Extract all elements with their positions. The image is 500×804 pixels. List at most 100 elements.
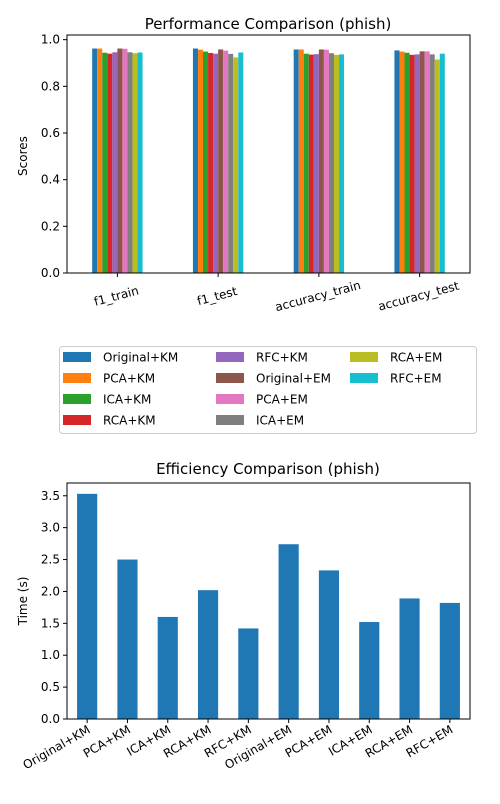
performance-bar [333,54,340,274]
legend-label: PCA+KM [103,372,155,386]
performance-chart-title: Performance Comparison (phish) [145,15,392,33]
performance-bar [238,52,244,273]
efficiency-bar [238,628,259,719]
performance-bar [213,53,219,273]
performance-bar [192,48,198,274]
legend-label: ICA+EM [256,414,304,428]
legend-label: ICA+KM [103,393,151,407]
efficiency-plot-frame [66,482,471,720]
performance-bar [137,52,143,273]
legend-label: Original+KM [103,351,178,365]
performance-bar [298,49,304,273]
efficiency-bar [399,598,420,719]
legend-swatch [216,394,244,404]
legend-swatch [350,352,378,362]
efficiency-xtick-label: RFC+EM [404,722,456,760]
performance-ytick-label: 1.0 [41,33,60,47]
legend-swatch [216,373,244,383]
efficiency-bars [77,493,460,719]
performance-bar [404,52,410,273]
efficiency-ytick-label: 3.5 [41,489,60,503]
performance-bar [439,53,445,273]
performance-bar [303,53,309,273]
efficiency-ytick-label: 2.0 [41,584,60,598]
legend-label: Original+EM [256,372,331,386]
performance-bar [323,49,329,274]
performance-bar [414,54,420,273]
performance-bar [308,54,314,273]
performance-xtick-label: accuracy_train [273,278,362,314]
efficiency-chart: Efficiency Comparison (phish) Time (s) 0… [16,460,471,772]
performance-bar [107,53,113,273]
performance-xtick-label: f1_train [92,283,140,308]
performance-bar [122,48,128,274]
performance-bar [132,53,138,274]
legend-label: RFC+KM [256,351,308,365]
performance-legend: Original+KM PCA+KM ICA+KM RCA+KM RFC+KM Origi… [59,346,477,434]
performance-bar [394,50,400,274]
efficiency-bar [197,590,219,719]
performance-bar [233,57,239,274]
efficiency-x-axis: Original+KMPCA+KMICA+KMRCA+KMRFC+KMOrigi… [20,719,455,772]
efficiency-bar [318,570,340,719]
performance-bar [339,54,345,273]
performance-bar [434,59,440,273]
efficiency-ytick-label: 2.5 [41,553,60,567]
efficiency-chart-ylabel: Time (s) [16,577,30,627]
efficiency-bar [157,616,178,719]
performance-ytick-label: 0.0 [41,266,60,280]
legend-label: RCA+EM [390,351,442,365]
performance-bar [328,53,334,274]
performance-bar [97,48,103,274]
efficiency-bar [439,602,460,719]
performance-ytick-label: 0.8 [41,79,60,93]
performance-x-axis: f1_train f1_test accuracy_train accuracy_te… [92,273,461,314]
legend-label: RFC+EM [390,372,442,386]
efficiency-bar [77,493,98,719]
performance-bar [429,54,435,273]
performance-bar [409,54,415,274]
legend-swatch [63,352,91,362]
legend-swatch [63,373,91,383]
performance-bars [92,48,445,274]
performance-bar [228,53,234,274]
efficiency-ytick-label: 0.5 [41,680,60,694]
performance-bar [223,50,229,274]
performance-chart: Performance Comparison (phish) Scores 0.… [16,15,471,314]
performance-xtick-label: f1_test [196,284,239,308]
efficiency-ytick-label: 1.0 [41,648,60,662]
legend-swatch [216,415,244,425]
performance-bar [424,51,430,274]
legend-swatch [350,373,378,383]
performance-xtick-label: accuracy_test [377,279,461,314]
efficiency-y-axis: 0.0 0.5 1.0 1.5 2.0 2.5 3.0 3.5 [41,489,67,726]
performance-ytick-label: 0.2 [41,219,60,233]
performance-bar [203,51,209,273]
performance-bar [92,48,98,274]
performance-bar [208,52,214,273]
performance-bar [313,54,319,274]
performance-bar [318,49,324,273]
performance-y-axis: 0.0 0.2 0.4 0.6 0.8 1.0 [41,33,67,280]
legend-swatch [63,415,91,425]
efficiency-chart-title: Efficiency Comparison (phish) [156,460,380,478]
performance-bar [197,49,204,274]
legend-swatch [63,394,91,404]
efficiency-ytick-label: 0.0 [41,712,60,726]
legend-label: PCA+EM [256,393,308,407]
performance-bar [419,51,425,274]
performance-bar [293,49,299,273]
efficiency-ytick-label: 1.5 [41,616,60,630]
performance-plot-frame [66,34,471,274]
legend-label: RCA+KM [103,414,156,428]
efficiency-bar [278,544,299,719]
performance-ytick-label: 0.4 [41,173,60,187]
legend-frame [59,346,477,434]
performance-ytick-label: 0.6 [41,126,60,140]
performance-bar [102,52,108,273]
efficiency-bar [117,559,138,719]
performance-bar [127,52,133,274]
performance-bar [218,49,224,273]
